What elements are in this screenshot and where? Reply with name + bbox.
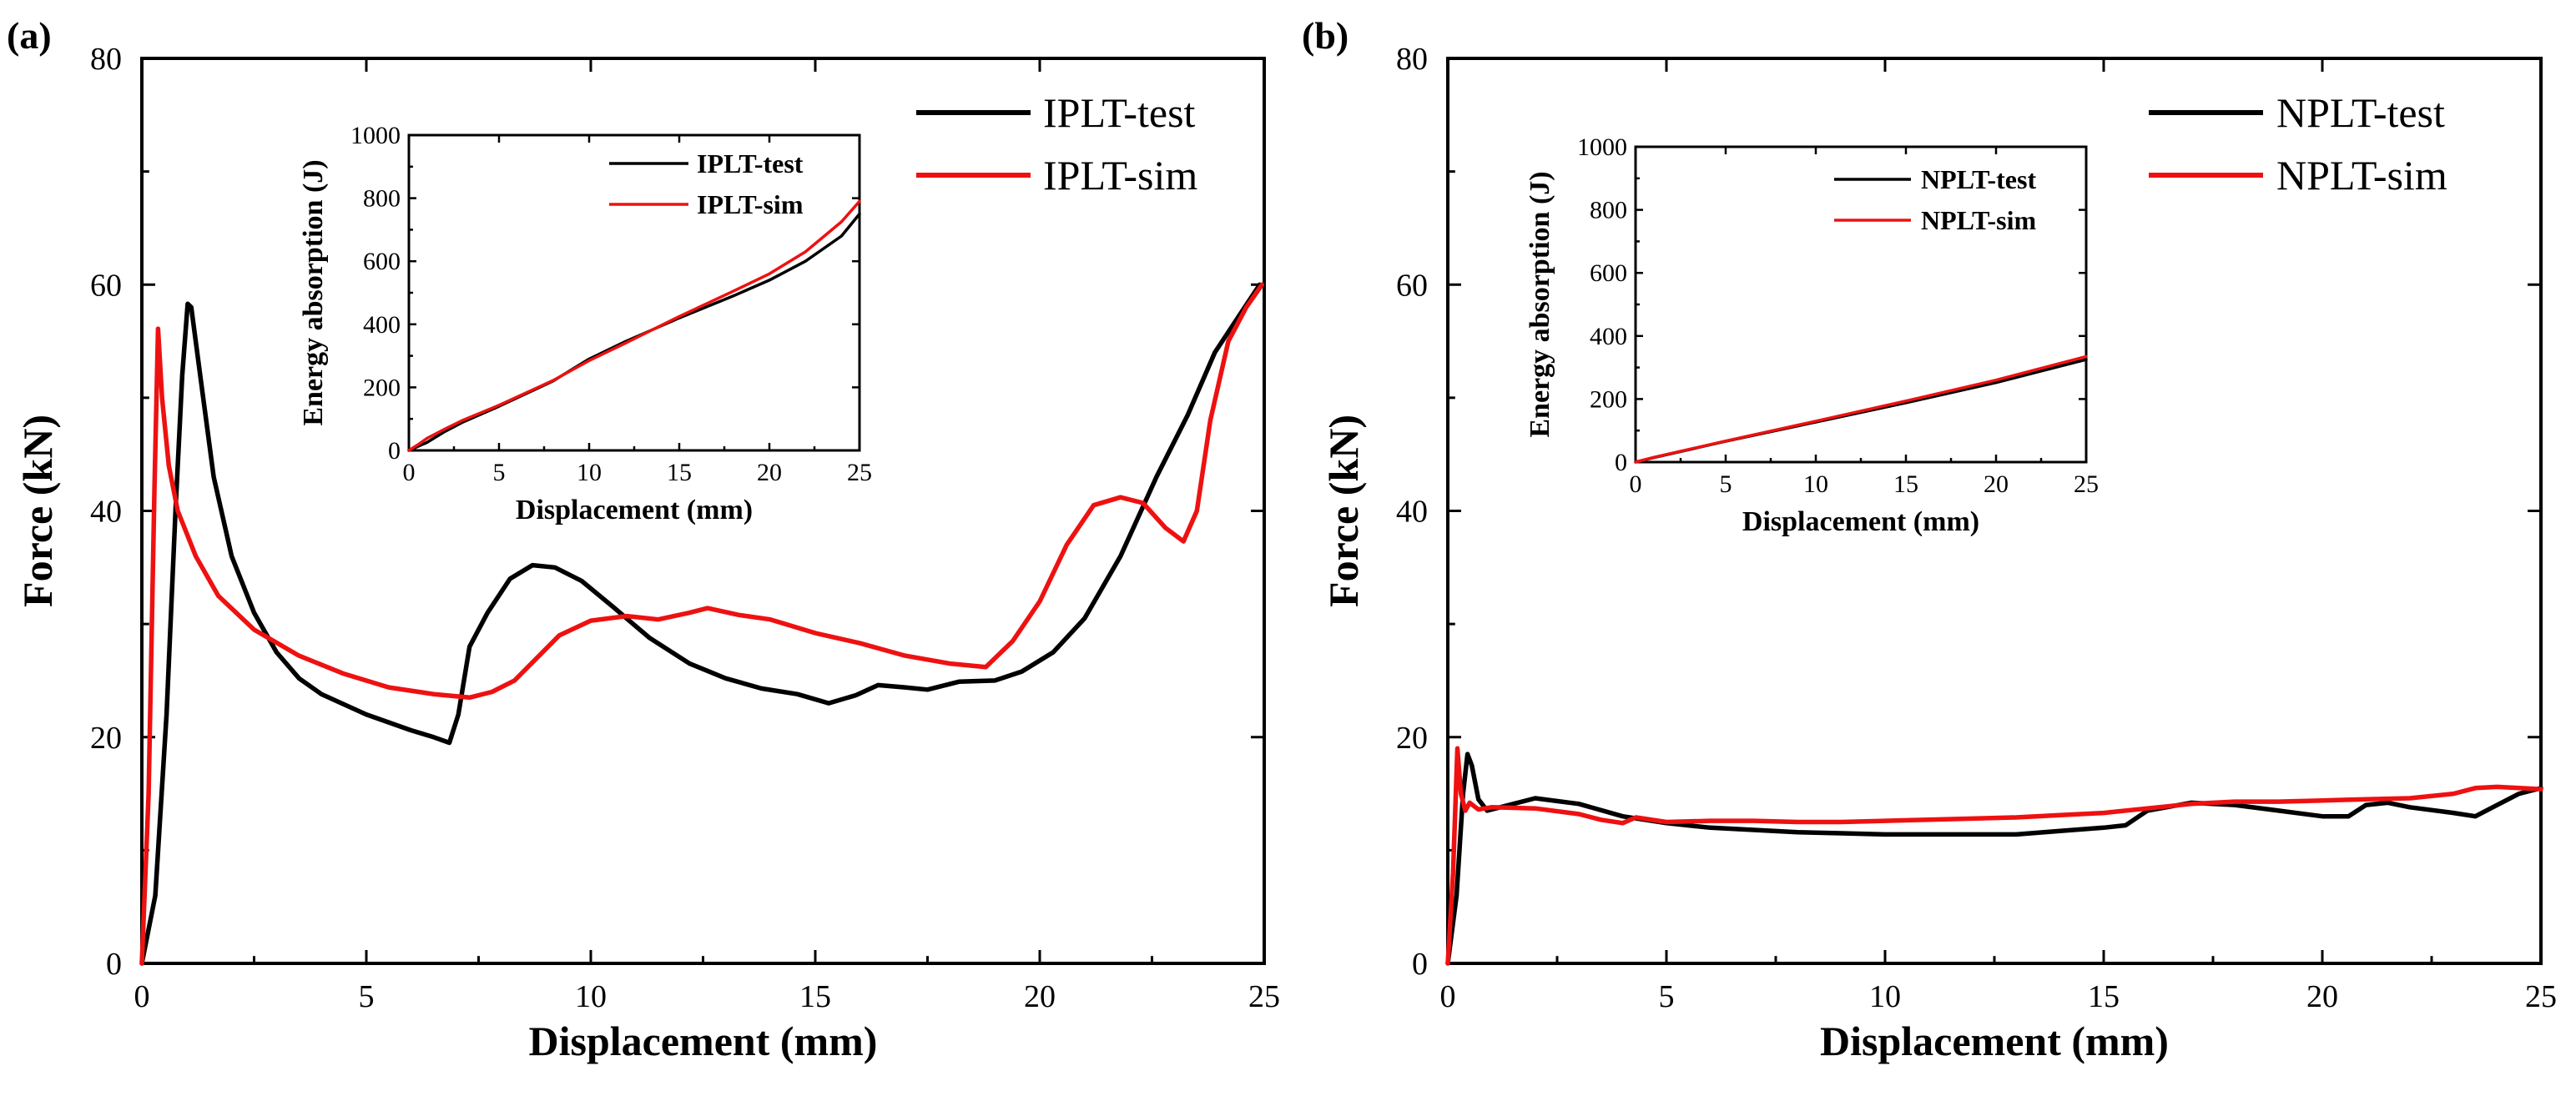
x-tick-label: 20 xyxy=(2306,979,2338,1014)
series-line-nplt-sim xyxy=(1445,746,2543,966)
inset-y-tick-label: 200 xyxy=(1590,385,1627,413)
y-tick-label: 80 xyxy=(90,42,122,77)
inset-y-tick-label: 0 xyxy=(1615,449,1627,476)
x-axis-title: Displacement (mm) xyxy=(1820,1018,2169,1064)
series-line-iplt-test xyxy=(139,282,1263,966)
y-tick-label: 0 xyxy=(106,947,122,982)
x-tick-label: 25 xyxy=(2525,979,2557,1014)
inset-x-tick-label: 5 xyxy=(1720,470,1732,498)
legend-label-iplt-sim: IPLT-sim xyxy=(1043,152,1197,199)
series-line-nplt-test xyxy=(1445,752,2543,966)
inset-x-tick-label: 15 xyxy=(1893,470,1918,498)
x-tick-label: 20 xyxy=(1024,979,1056,1014)
inset-y-tick-label: 800 xyxy=(1590,197,1627,224)
inset-y-tick-label: 1000 xyxy=(350,122,401,149)
inset-legend-label-nplt-sim: NPLT-sim xyxy=(1921,205,2036,235)
inset-x-tick-label: 10 xyxy=(1803,470,1828,498)
inset-x-tick-label: 20 xyxy=(757,459,782,486)
y-tick-label: 60 xyxy=(90,268,122,303)
y-tick-label: 40 xyxy=(90,495,122,530)
x-tick-label: 0 xyxy=(134,979,150,1014)
inset-legend-label-iplt-test: IPLT-test xyxy=(697,148,804,178)
panel-label: (a) xyxy=(7,14,52,57)
y-tick-label: 0 xyxy=(1412,947,1428,982)
y-tick-label: 80 xyxy=(1396,42,1428,77)
inset-background xyxy=(1636,147,2086,462)
x-tick-label: 10 xyxy=(575,979,607,1014)
inset-x-tick-label: 15 xyxy=(667,459,692,486)
inset-y-axis-title: Energy absorption (J) xyxy=(1525,171,1555,437)
inset-x-tick-label: 5 xyxy=(493,459,506,486)
inset-y-tick-label: 800 xyxy=(363,185,401,213)
inset-y-tick-label: 400 xyxy=(1590,323,1627,350)
panel-a: (a) 0 5 10 15 20 25 0 20 40 60 80 Displacement (mm) F… xyxy=(7,14,1280,1064)
x-tick-label: 15 xyxy=(2088,979,2120,1014)
inset-x-tick-label: 0 xyxy=(403,459,416,486)
inset-x-tick-label: 0 xyxy=(1630,470,1642,498)
inset-x-tick-label: 20 xyxy=(1984,470,2009,498)
y-tick-label: 20 xyxy=(1396,721,1428,756)
x-tick-label: 0 xyxy=(1440,979,1456,1014)
inset-x-axis-title: Displacement (mm) xyxy=(1742,506,1979,537)
inset-series-line-iplt-sim xyxy=(407,199,861,452)
inset-y-tick-label: 200 xyxy=(363,374,401,401)
panel-b: (b) 0 5 10 15 20 25 0 20 40 60 80 Displacement (mm) F… xyxy=(1302,14,2557,1064)
x-tick-label: 5 xyxy=(1659,979,1675,1014)
inset-series-line-nplt-sim xyxy=(1634,354,2088,464)
y-tick-label: 20 xyxy=(90,721,122,756)
inset-y-axis-title: Energy absorption (J) xyxy=(298,159,329,425)
inset-x-tick-label: 10 xyxy=(577,459,602,486)
y-tick-label: 40 xyxy=(1396,495,1428,530)
inset-x-tick-label: 25 xyxy=(847,459,872,486)
inset-y-tick-label: 1000 xyxy=(1577,133,1627,161)
legend-label-iplt-test: IPLT-test xyxy=(1043,89,1196,136)
inset-background xyxy=(409,135,860,450)
inset-legend-label-nplt-test: NPLT-test xyxy=(1921,164,2036,194)
inset-chart: 0 5 10 15 20 25 0 200 400 600 800 1000 Displacement … xyxy=(298,122,872,525)
series-line-iplt-sim xyxy=(139,282,1265,966)
x-tick-label: 25 xyxy=(1248,979,1280,1014)
panel-label: (b) xyxy=(1302,14,1348,57)
x-tick-label: 5 xyxy=(359,979,375,1014)
legend-label-nplt-sim: NPLT-sim xyxy=(2276,152,2447,199)
inset-legend-label-iplt-sim: IPLT-sim xyxy=(697,189,804,219)
x-axis-title: Displacement (mm) xyxy=(529,1018,878,1064)
inset-y-tick-label: 600 xyxy=(363,248,401,275)
inset-chart: 0 5 10 15 20 25 0 200 400 600 800 1000 Displacement … xyxy=(1525,133,2099,537)
y-tick-label: 60 xyxy=(1396,268,1428,303)
inset-y-tick-label: 0 xyxy=(388,437,401,465)
x-tick-label: 10 xyxy=(1869,979,1901,1014)
inset-x-axis-title: Displacement (mm) xyxy=(516,495,753,525)
x-tick-label: 15 xyxy=(799,979,831,1014)
y-axis-title: Force (kN) xyxy=(14,415,61,607)
inset-x-tick-label: 25 xyxy=(2074,470,2099,498)
inset-y-tick-label: 400 xyxy=(363,311,401,339)
legend-label-nplt-test: NPLT-test xyxy=(2276,89,2445,136)
y-axis-title: Force (kN) xyxy=(1320,415,1367,607)
inset-y-tick-label: 600 xyxy=(1590,259,1627,287)
